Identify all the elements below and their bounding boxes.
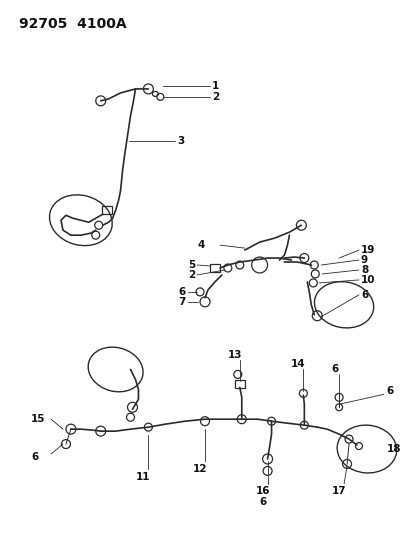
Text: 9: 9 [360, 255, 367, 265]
Text: 19: 19 [360, 245, 375, 255]
Text: 18: 18 [386, 444, 400, 454]
Text: 2: 2 [188, 270, 195, 280]
Text: 92705  4100A: 92705 4100A [19, 17, 127, 31]
Text: 7: 7 [177, 297, 185, 307]
Bar [234, 381, 244, 389]
Text: 2: 2 [211, 92, 219, 102]
Text: 6: 6 [259, 497, 266, 507]
Text: 12: 12 [192, 464, 207, 474]
Text: 16: 16 [255, 486, 269, 496]
Text: 4: 4 [197, 240, 204, 250]
Text: 5: 5 [188, 260, 195, 270]
Text: 10: 10 [360, 275, 375, 285]
Text: 8: 8 [360, 265, 367, 275]
Bar [209, 264, 219, 272]
Text: 3: 3 [177, 136, 184, 146]
Text: 6: 6 [31, 452, 38, 462]
Text: 15: 15 [31, 414, 45, 424]
Text: 1: 1 [211, 81, 219, 91]
Text: 14: 14 [290, 359, 305, 369]
Bar [102, 206, 112, 214]
Text: 6: 6 [331, 365, 338, 375]
Text: 17: 17 [331, 486, 346, 496]
Text: 6: 6 [360, 290, 367, 300]
Text: 6: 6 [178, 287, 185, 297]
Text: 6: 6 [386, 386, 393, 397]
Text: 11: 11 [136, 472, 150, 482]
Text: 13: 13 [227, 350, 242, 360]
